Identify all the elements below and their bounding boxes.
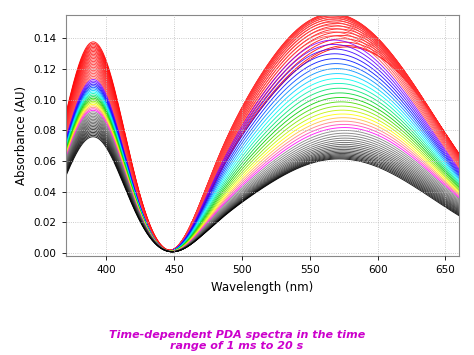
- X-axis label: Wavelength (nm): Wavelength (nm): [211, 281, 313, 294]
- Y-axis label: Absorbance (AU): Absorbance (AU): [15, 86, 28, 185]
- Text: Time-dependent PDA spectra in the time
range of 1 ms to 20 s: Time-dependent PDA spectra in the time r…: [109, 330, 365, 351]
